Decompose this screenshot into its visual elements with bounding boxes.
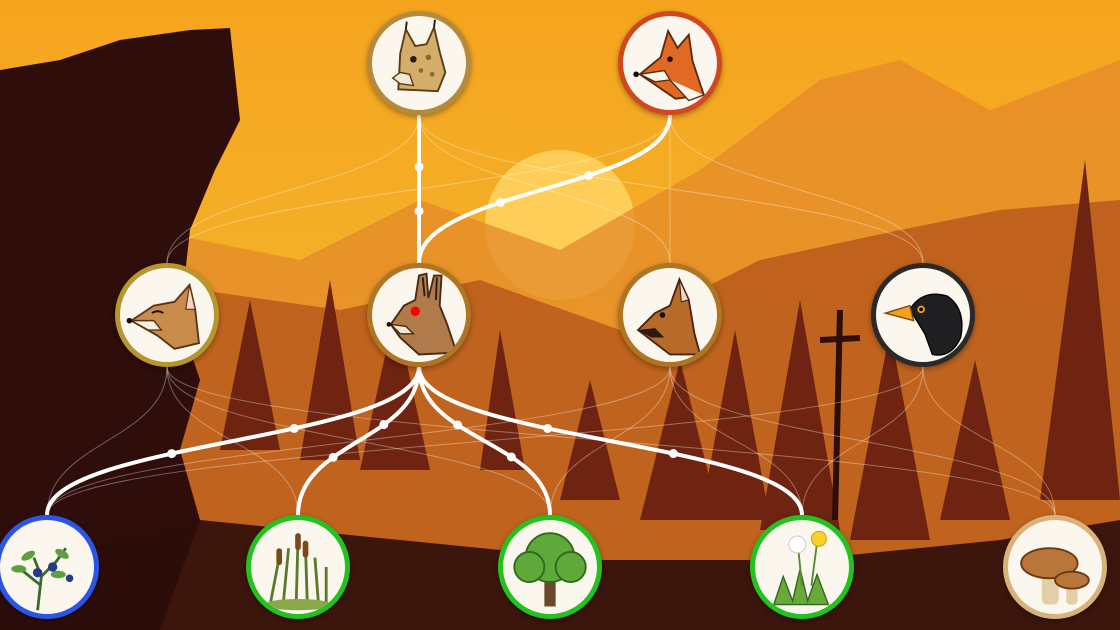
link-fallow-deer-to-blueberry [46,366,168,516]
link-flow-dot [379,420,389,430]
link-hare-to-tree [417,366,552,516]
roe-deer-icon [636,276,702,356]
link-flow-dot [543,423,553,433]
link-flow-dot [453,420,463,430]
link-flow-dot [414,206,424,216]
node-hare[interactable] [367,263,471,367]
link-flow-dot [506,452,516,462]
link-flow-dot [167,449,177,459]
node-fox[interactable] [618,11,722,115]
link-blackbird-to-dandelion [801,366,924,516]
link-flow-dot [289,423,299,433]
link-lynx-to-fallow-deer [166,114,420,264]
link-lynx-to-blackbird [418,114,924,264]
link-flow-dot [584,171,594,181]
node-tree[interactable] [498,515,602,619]
node-blackbird[interactable] [871,263,975,367]
link-hare-to-blueberry [45,366,421,516]
selection-marker [410,306,420,316]
power-pole [819,309,861,521]
tree-icon [513,532,587,607]
link-flow-dot [328,452,338,462]
link-roe-deer-to-mushroom [669,366,1056,516]
blackbird-icon [882,293,963,356]
node-dandelion[interactable] [750,515,854,619]
lynx-icon [391,19,447,93]
link-flow-dot [495,197,505,207]
link-blackbird-to-mushroom [922,366,1056,516]
link-fox-to-blackbird [669,114,924,264]
reed-icon [264,533,332,611]
link-hare-to-dandelion [417,366,804,516]
fallow-deer-icon [126,282,200,350]
blueberry-icon [11,547,74,611]
link-hare-to-reed [296,366,421,516]
link-flow-dot [414,162,424,172]
link-roe-deer-to-dandelion [669,366,803,516]
node-roe-deer[interactable] [618,263,722,367]
link-fox-to-hare [417,114,672,264]
hare-icon [386,272,458,356]
node-mushroom[interactable] [1003,515,1107,619]
fox-icon [633,28,706,102]
node-reed[interactable] [246,515,350,619]
node-fallow-deer[interactable] [115,263,219,367]
node-lynx[interactable] [367,11,471,115]
mushroom-icon [1020,547,1090,605]
link-flow-dot [668,449,678,459]
node-blueberry[interactable] [0,515,99,619]
dandelion-icon [772,530,830,606]
